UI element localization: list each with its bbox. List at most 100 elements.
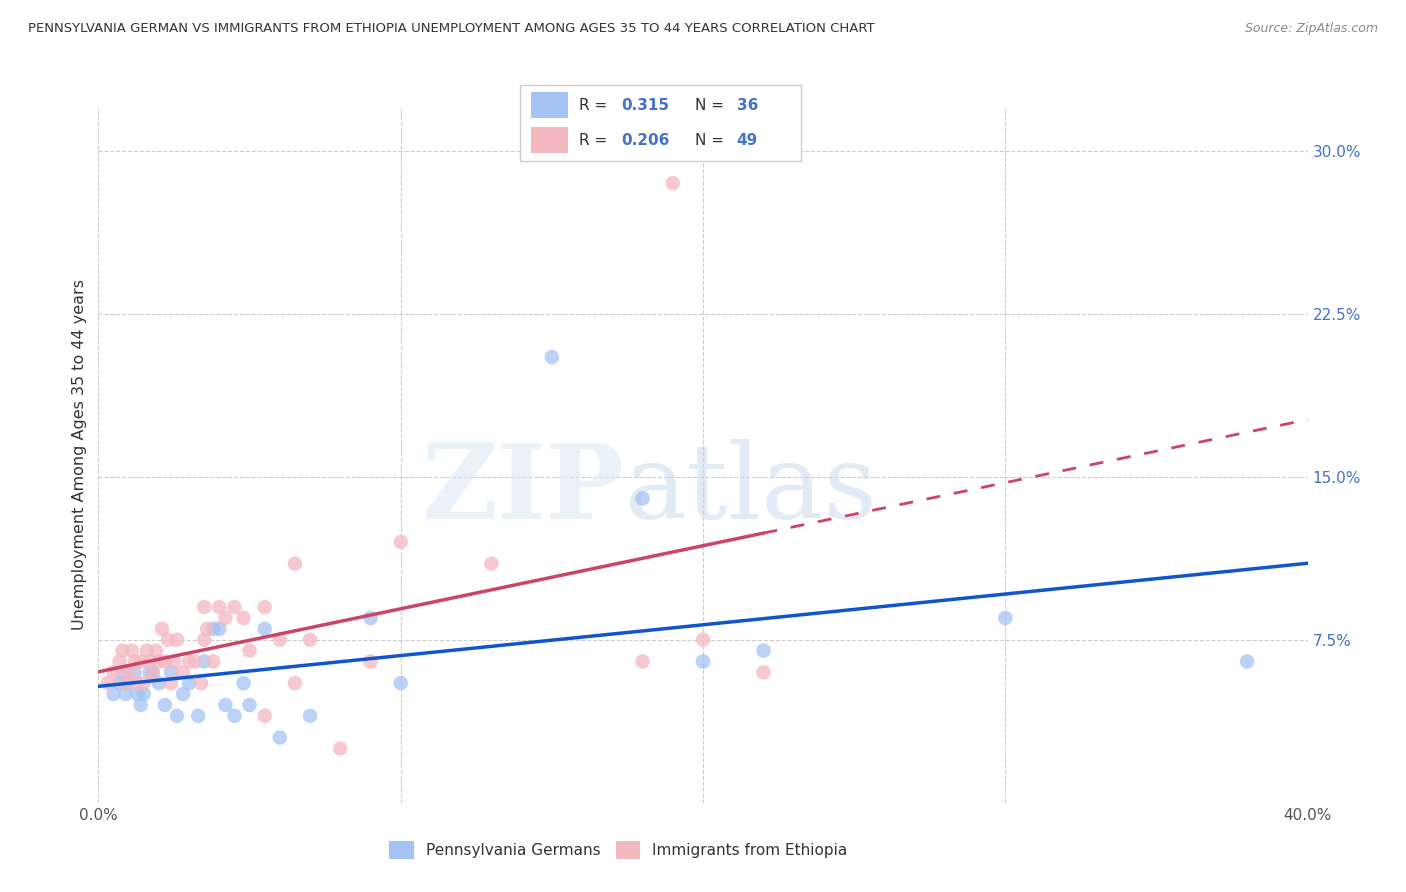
Text: 36: 36 [737,98,758,112]
Text: atlas: atlas [624,439,877,541]
Point [994,611,1017,625]
Point [179,655,201,669]
Point [166,708,188,723]
Point [108,655,131,669]
Point [153,698,176,712]
Point [232,611,254,625]
Point [253,600,276,615]
Point [127,676,149,690]
Point [232,676,254,690]
Point [142,665,165,680]
Point [692,632,714,647]
Point [239,643,262,657]
Bar [531,128,568,153]
Point [129,655,152,669]
Point [139,655,162,669]
Point [153,655,176,669]
Point [214,611,236,625]
Text: R =: R = [579,98,613,112]
Text: 0.206: 0.206 [621,133,669,147]
Point [193,632,215,647]
Point [160,665,183,680]
Point [389,676,412,690]
Point [631,491,654,506]
FancyBboxPatch shape [520,85,801,161]
Point [284,676,307,690]
Text: ZIP: ZIP [422,439,624,541]
Point [150,622,173,636]
Point [179,676,201,690]
Point [299,632,322,647]
Point [108,676,131,690]
Text: R =: R = [579,133,613,147]
Point [360,655,382,669]
Point [284,557,307,571]
Point [208,600,231,615]
Text: 0.315: 0.315 [621,98,669,112]
Point [103,687,125,701]
Point [132,687,155,701]
Point [127,687,149,701]
Text: PENNSYLVANIA GERMAN VS IMMIGRANTS FROM ETHIOPIA UNEMPLOYMENT AMONG AGES 35 TO 44: PENNSYLVANIA GERMAN VS IMMIGRANTS FROM E… [28,22,875,36]
Point [132,676,155,690]
Point [142,665,165,680]
Point [208,622,231,636]
Point [145,643,167,657]
Text: N =: N = [695,98,728,112]
Point [752,643,775,657]
Point [111,643,134,657]
Point [118,665,141,680]
Point [114,687,136,701]
Point [269,731,291,745]
Bar [531,93,568,118]
Point [114,676,136,690]
Point [148,655,170,669]
Text: Source: ZipAtlas.com: Source: ZipAtlas.com [1244,22,1378,36]
Point [193,655,215,669]
Point [540,350,562,364]
Point [187,708,209,723]
Point [202,655,225,669]
Point [139,665,162,680]
Point [389,534,412,549]
Point [163,655,186,669]
Point [214,698,236,712]
Point [118,676,141,690]
Point [156,632,179,647]
Text: N =: N = [695,133,728,147]
Point [692,655,714,669]
Y-axis label: Unemployment Among Ages 35 to 44 years: Unemployment Among Ages 35 to 44 years [72,279,87,631]
Point [360,611,382,625]
Point [148,676,170,690]
Point [752,665,775,680]
Point [269,632,291,647]
Point [121,643,143,657]
Point [253,708,276,723]
Point [299,708,322,723]
Point [103,665,125,680]
Point [184,655,207,669]
Point [166,632,188,647]
Point [129,698,152,712]
Point [195,622,218,636]
Point [160,676,183,690]
Point [329,741,352,756]
Point [135,643,157,657]
Text: 49: 49 [737,133,758,147]
Point [96,676,118,690]
Point [224,708,246,723]
Point [239,698,262,712]
Point [124,665,146,680]
Point [172,665,194,680]
Point [202,622,225,636]
Point [253,622,276,636]
Point [1236,655,1258,669]
Point [124,655,146,669]
Point [111,665,134,680]
Point [661,176,683,190]
Point [193,600,215,615]
Point [631,655,654,669]
Legend: Pennsylvania Germans, Immigrants from Ethiopia: Pennsylvania Germans, Immigrants from Et… [382,835,853,864]
Point [224,600,246,615]
Point [481,557,503,571]
